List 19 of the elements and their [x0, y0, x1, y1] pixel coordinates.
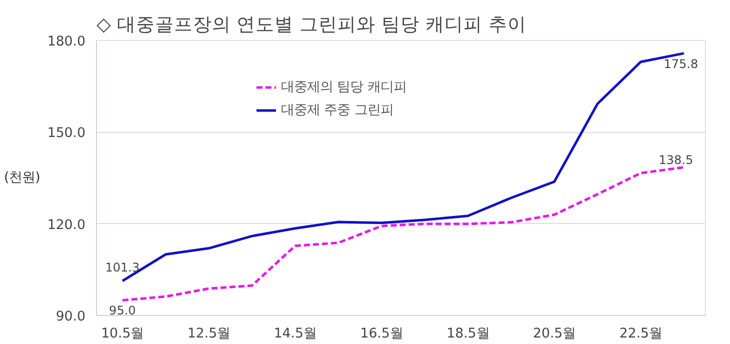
x-tick-label: 22.5월 [619, 326, 662, 342]
x-tick-label: 10.5월 [101, 326, 144, 342]
x-tick-label: 12.5월 [187, 326, 230, 342]
x-tick-label: 16.5월 [360, 326, 403, 342]
legend-label: 대중제 주중 그린피 [281, 102, 394, 119]
x-tick-label: 20.5월 [532, 326, 576, 342]
data-label: 101.3 [105, 260, 140, 274]
y-tick-label: 120.0 [47, 218, 86, 233]
chart-title: ◇ 대중골프장의 연도별 그린피와 팀당 캐디피 추이 [96, 14, 526, 36]
x-tick-label: 14.5월 [274, 326, 317, 342]
data-label: 138.5 [658, 152, 694, 167]
x-tick-label: 18.5월 [446, 326, 490, 342]
legend-label: 대중제의 팀당 캐디피 [281, 79, 406, 96]
y-axis-title: (천원) [4, 170, 40, 186]
data-label: 95.0 [109, 304, 136, 318]
y-tick-label: 180.0 [47, 34, 86, 50]
data-label: 175.8 [664, 56, 698, 71]
y-tick-label: 90.0 [56, 310, 86, 324]
y-tick-label: 150.0 [47, 126, 86, 142]
